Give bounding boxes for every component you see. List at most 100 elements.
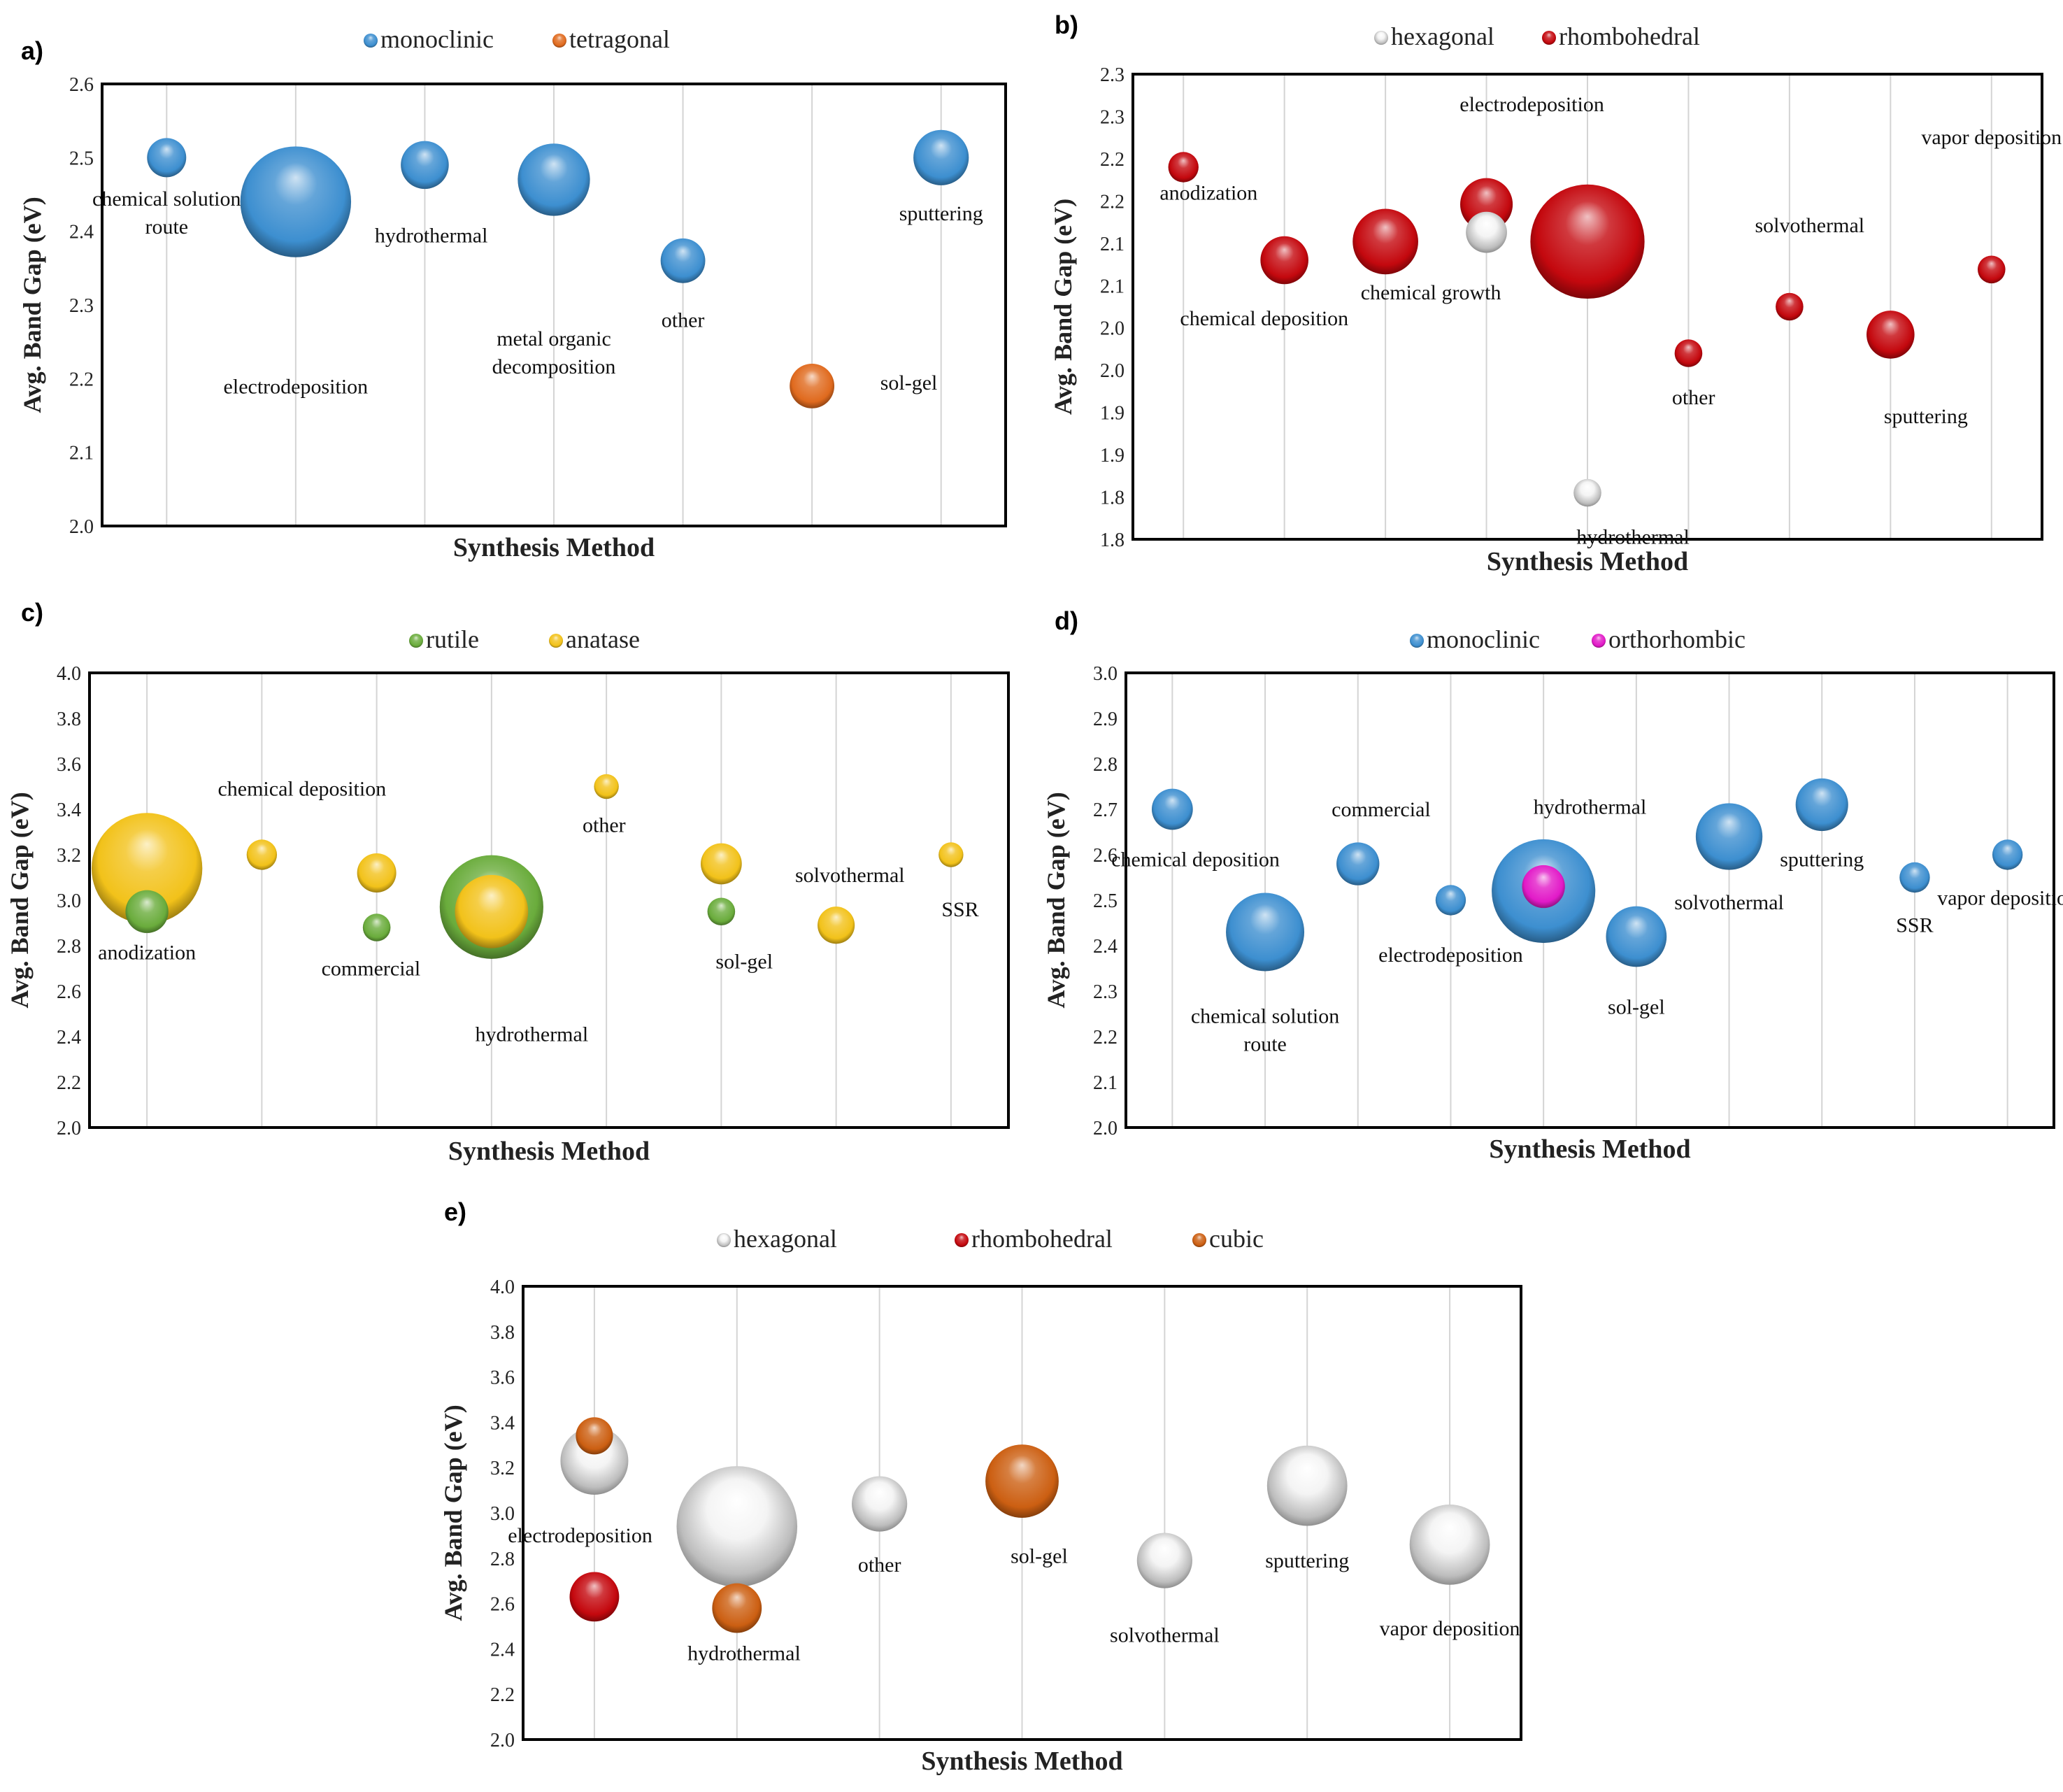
- y-tick-label: 2.3: [1093, 981, 1118, 1003]
- category-label: anodization: [1159, 182, 1257, 205]
- bubble-rutile: [125, 890, 169, 933]
- category-label: sputtering: [1884, 405, 1968, 428]
- category-label: hydrothermal: [1534, 796, 1647, 819]
- y-tick-label: 2.9: [1093, 709, 1118, 730]
- legend-item-hexagonal: hexagonal: [1391, 22, 1494, 50]
- legend-marker: [1592, 634, 1606, 648]
- panel-letter: e): [444, 1197, 466, 1226]
- legend-item-rhombohedral: rhombohedral: [971, 1225, 1113, 1253]
- bubble-rhombohedral: [1352, 208, 1418, 275]
- category-label: other: [1672, 386, 1715, 409]
- category-label: commercial: [1332, 798, 1431, 821]
- bubble-anatase: [594, 774, 619, 799]
- bubble-hexagonal: [1409, 1504, 1490, 1585]
- category-label: solvothermal: [1674, 891, 1784, 914]
- x-axis-title: Synthesis Method: [1489, 1135, 1690, 1164]
- y-tick-label: 3.8: [57, 709, 81, 730]
- bubble-monoclinic: [1336, 842, 1380, 886]
- bubble-orthorhombic: [1522, 865, 1565, 909]
- plot-frame: [88, 671, 1010, 1129]
- y-tick-label: 2.1: [69, 443, 94, 464]
- category-label: vapor deposition: [1380, 1617, 1520, 1640]
- y-tick-label: 1.8: [1100, 529, 1125, 551]
- bubble-cubic: [985, 1444, 1059, 1519]
- bubble-rhombohedral: [1260, 236, 1308, 285]
- panel-letter: a): [21, 36, 43, 65]
- bubble-rutile: [362, 913, 391, 941]
- bubble-anatase: [91, 813, 203, 924]
- category-label: chemical solution route: [1191, 1005, 1339, 1056]
- bubble-rhombohedral: [1530, 184, 1645, 299]
- y-tick-label: 1.8: [1100, 488, 1125, 509]
- bubble-rhombohedral: [1776, 292, 1804, 321]
- y-axis-title: Avg. Band Gap (eV): [439, 1405, 467, 1621]
- category-label: other: [858, 1553, 901, 1577]
- y-tick-label: 2.6: [490, 1594, 515, 1616]
- category-label: solvothermal: [1755, 214, 1864, 237]
- bubble-rhombohedral: [1977, 255, 2006, 284]
- chart-panel-1: a) 2.0 2.1 2.2 2.3 2.4 2.5 2.6 Avg. Band Gap (eV…: [18, 25, 1007, 562]
- y-axis-title: Avg. Band Gap (eV): [6, 792, 34, 1008]
- plot-frame: [522, 1285, 1522, 1741]
- legend-marker: [1192, 1233, 1206, 1247]
- legend-marker: [409, 634, 423, 648]
- category-label: sol-gel: [880, 371, 938, 394]
- y-tick-label: 2.2: [69, 369, 94, 390]
- category-label: electrodeposition: [508, 1524, 652, 1547]
- legend-item-monoclinic: monoclinic: [1427, 625, 1540, 653]
- category-label: solvothermal: [1110, 1624, 1220, 1647]
- y-tick-label: 2.2: [1100, 191, 1125, 213]
- category-label: metal organic decomposition: [492, 327, 616, 378]
- category-label: sol-gel: [1011, 1544, 1068, 1567]
- category-label: chemical deposition: [1180, 307, 1348, 330]
- bubble-monoclinic: [1795, 778, 1848, 832]
- y-tick-label: 3.0: [57, 890, 81, 912]
- y-tick-label: 2.3: [1100, 106, 1125, 128]
- y-tick-label: 2.3: [1100, 64, 1125, 86]
- category-label: other: [662, 309, 705, 332]
- bubble-monoclinic: [1151, 788, 1193, 830]
- bubble-anatase: [246, 839, 278, 870]
- y-tick-label: 3.6: [57, 754, 81, 776]
- category-label: sol-gel: [715, 951, 773, 974]
- y-tick-label: 2.6: [57, 981, 81, 1003]
- bubble-rhombohedral: [1866, 311, 1915, 359]
- bubble-monoclinic: [517, 143, 590, 216]
- y-axis-title: Avg. Band Gap (eV): [1049, 199, 1077, 415]
- y-tick-label: 2.0: [69, 516, 94, 538]
- y-tick-label: 4.0: [57, 663, 81, 685]
- category-label: SSR: [1896, 914, 1933, 937]
- y-tick-label: 3.8: [490, 1322, 515, 1344]
- legend-item-monoclinic: monoclinic: [380, 25, 494, 53]
- legend-marker: [549, 634, 563, 648]
- bubble-anatase: [818, 906, 855, 944]
- y-tick-label: 2.1: [1100, 276, 1125, 297]
- y-tick-label: 3.0: [1093, 663, 1118, 685]
- legend-item-hexagonal: hexagonal: [734, 1225, 837, 1253]
- y-tick-label: 3.2: [490, 1458, 515, 1479]
- y-tick-label: 2.0: [1100, 360, 1125, 382]
- category-label: SSR: [941, 898, 978, 921]
- plot-frame: [1132, 73, 2043, 541]
- y-tick-label: 2.4: [69, 222, 94, 243]
- bubble-monoclinic: [660, 238, 706, 283]
- category-label: sputtering: [1780, 848, 1864, 871]
- bubble-hexagonal: [1136, 1533, 1192, 1588]
- legend-marker: [1374, 31, 1388, 45]
- legend-item-orthorhombic: orthorhombic: [1608, 625, 1746, 653]
- bubble-hexagonal: [1466, 211, 1507, 253]
- bubble-monoclinic: [147, 138, 187, 178]
- category-label: sputtering: [899, 202, 983, 225]
- category-label: chemical deposition: [1111, 848, 1280, 871]
- bubble-hexagonal: [1573, 478, 1601, 507]
- category-label: vapor deposition: [1937, 887, 2063, 910]
- category-label: chemical deposition: [217, 778, 386, 801]
- y-tick-label: 2.2: [1100, 149, 1125, 171]
- category-label: sputtering: [1265, 1549, 1349, 1572]
- y-tick-label: 2.0: [490, 1730, 515, 1751]
- x-axis-title: Synthesis Method: [448, 1137, 650, 1166]
- y-tick-label: 2.2: [1093, 1027, 1118, 1048]
- y-tick-label: 3.4: [490, 1412, 515, 1434]
